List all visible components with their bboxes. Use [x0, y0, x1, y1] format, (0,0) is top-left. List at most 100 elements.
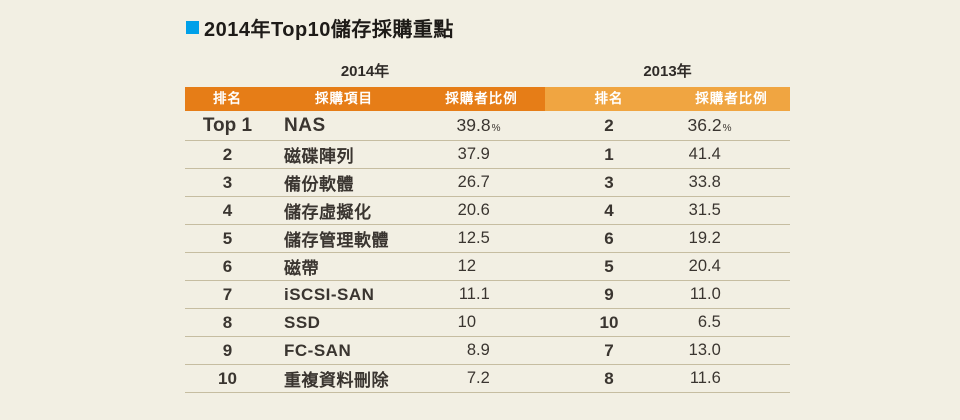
value-integer-part: 41: [688, 145, 707, 163]
value-fraction-part: .8: [476, 115, 491, 135]
rank-2013-cell: 4: [604, 200, 614, 220]
rank-2013-cell: 9: [604, 284, 614, 304]
rank-2014-cell: 2: [222, 144, 233, 164]
value-fraction-part: .4: [707, 257, 721, 275]
table-row: 9 FC-SAN 8.9 7 13.0: [185, 337, 790, 365]
rank-2013-cell: 7: [604, 340, 614, 360]
value-2014-cell: 7.2: [418, 369, 545, 388]
table-row: 10 重複資料刪除 7.2 8 11.6: [185, 365, 790, 393]
rank-2014-cell: 4: [222, 200, 233, 220]
value-2014-cell: 39.8%: [418, 115, 545, 136]
value-2013-cell: 11.0: [673, 285, 790, 304]
percent-sign: %: [491, 123, 501, 134]
value-integer-part: 31: [688, 201, 707, 219]
rank-2013-cell: 5: [604, 256, 614, 276]
value-2013-cell: 20.4: [673, 257, 790, 276]
item-cell: NAS: [284, 114, 326, 136]
value-fraction-part: .2: [707, 229, 721, 247]
value-integer-part: 7: [466, 369, 476, 387]
value-integer-part: 6: [697, 313, 707, 331]
rank-2013-cell: 1: [604, 144, 614, 164]
value-integer-part: 37: [457, 145, 476, 163]
value-2013-cell: 41.4: [673, 145, 790, 164]
procurement-table: 2014年 2013年 排名 採購項目 採購者比例 排名 採購者比例 Top 1…: [185, 60, 790, 393]
value-2014-cell: 37.9: [418, 145, 545, 164]
value-2013-cell: 31.5: [673, 201, 790, 220]
value-fraction-part: .0: [707, 341, 721, 359]
item-cell: 儲存虛擬化: [284, 203, 372, 222]
col-header-rank-2014: 排名: [185, 87, 270, 111]
value-fraction-part: .2: [707, 115, 722, 135]
item-cell: SSD: [284, 312, 321, 332]
col-header-ratio-2013: 採購者比例: [673, 87, 790, 111]
value-2013-cell: 19.2: [673, 229, 790, 248]
value-integer-part: 20: [688, 257, 707, 275]
value-2014-cell: 8.9: [418, 341, 545, 360]
value-2013-cell: 33.8: [673, 173, 790, 192]
value-integer-part: 11: [689, 285, 707, 303]
item-cell: 重複資料刪除: [284, 371, 389, 390]
item-cell: 儲存管理軟體: [284, 231, 389, 250]
value-integer-part: 11: [689, 369, 707, 387]
value-fraction-part: .5: [476, 229, 490, 247]
title-text: 2014年Top10儲存採購重點: [204, 19, 454, 41]
value-fraction-part: .1: [476, 285, 490, 303]
rank-2014-cell: Top 1: [202, 114, 253, 136]
col-header-ratio-2014: 採購者比例: [418, 87, 545, 111]
value-fraction-part: .4: [707, 145, 721, 163]
col-header-rank-2013: 排名: [545, 87, 673, 111]
value-2014-cell: 26.7: [418, 173, 545, 192]
rank-2013-cell: 3: [604, 172, 614, 192]
value-integer-part: 20: [457, 201, 476, 219]
value-fraction-part: .8: [707, 173, 721, 191]
value-2014-cell: 12.5: [418, 229, 545, 248]
table-row: 2 磁碟陣列 37.9 1 41.4: [185, 141, 790, 169]
group-header-2013: 2013年: [643, 63, 692, 80]
table-row: 7 iSCSI-SAN 11 .1 9 11.0: [185, 281, 790, 309]
rank-2013-cell: 2: [604, 115, 614, 135]
item-cell: 磁帶: [284, 259, 319, 278]
value-integer-part: 10: [457, 313, 476, 331]
col-header-item: 採購項目: [270, 87, 418, 111]
value-2013-cell: 6.5: [673, 313, 790, 332]
rank-2014-cell: 8: [222, 312, 233, 332]
group-header-2014: 2014年: [340, 63, 390, 80]
value-integer-part: 36: [687, 115, 707, 135]
table-row: 4 儲存虛擬化 20.6 4 31.5: [185, 197, 790, 225]
value-2014-cell: 20.6: [418, 201, 545, 220]
value-fraction-part: .0: [707, 285, 721, 303]
value-integer-part: 8: [466, 341, 476, 359]
value-fraction-part: .7: [476, 173, 490, 191]
rank-2013-cell: 10: [599, 312, 619, 332]
value-fraction-part: .5: [707, 201, 721, 219]
title-bullet-icon: [186, 21, 199, 34]
value-fraction-part: .6: [707, 369, 721, 387]
value-integer-part: 26: [457, 173, 476, 191]
rank-2014-cell: 5: [222, 228, 233, 248]
table-row: Top 1 NAS 39.8% 2 36.2%: [185, 111, 790, 141]
value-2013-cell: 13.0: [673, 341, 790, 360]
table-header-row: 排名 採購項目 採購者比例 排名 採購者比例: [185, 87, 790, 111]
value-2013-cell: 36.2%: [673, 115, 790, 136]
item-cell: FC-SAN: [284, 340, 352, 360]
item-cell: iSCSI-SAN: [284, 284, 375, 304]
value-fraction-part: .6: [476, 201, 490, 219]
rank-2014-cell: 9: [222, 340, 233, 360]
rank-2013-cell: 8: [604, 368, 614, 388]
value-fraction-part: .9: [476, 341, 490, 359]
rank-2014-cell: 3: [222, 172, 233, 192]
value-integer-part: 12: [457, 229, 476, 247]
percent-sign: %: [722, 123, 732, 134]
value-2013-cell: 11.6: [673, 369, 790, 388]
value-integer-part: 33: [688, 173, 707, 191]
year-group-headers: 2014年 2013年: [185, 60, 790, 87]
rank-2014-cell: 6: [222, 256, 233, 276]
value-2014-cell: 12: [418, 257, 545, 276]
table-row: 6 磁帶 12 5 20.4: [185, 253, 790, 281]
rank-2014-cell: 7: [222, 284, 233, 304]
table-row: 5 儲存管理軟體 12.5 6 19.2: [185, 225, 790, 253]
value-integer-part: 12: [457, 257, 476, 275]
value-fraction-part: .9: [476, 145, 490, 163]
value-2014-cell: 10: [418, 313, 545, 332]
